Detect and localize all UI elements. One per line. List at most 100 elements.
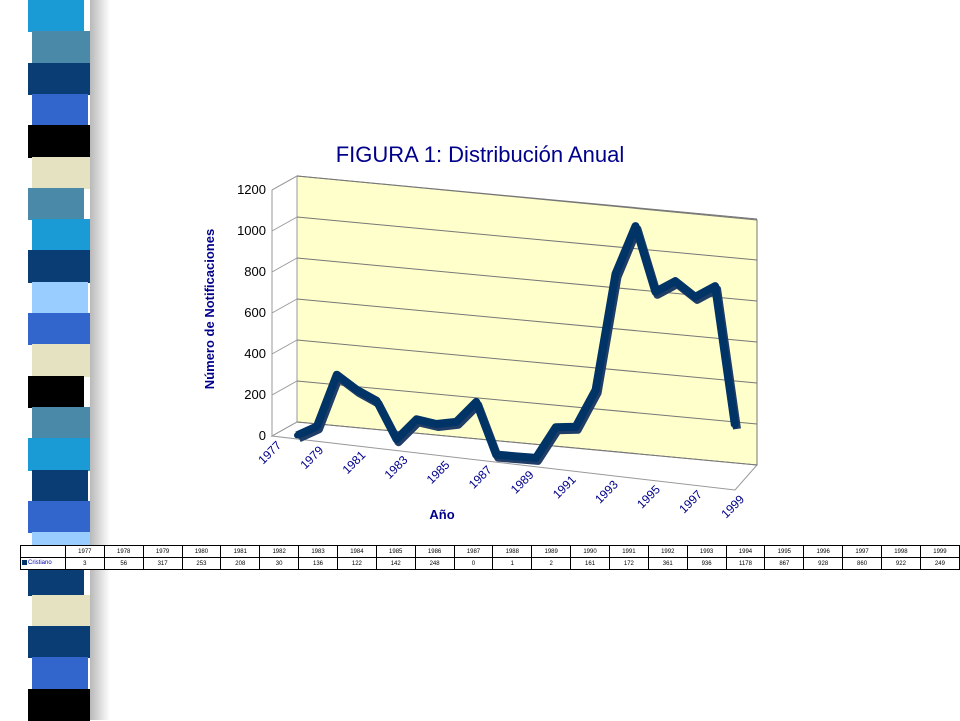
data-table-year: 1982 — [259, 545, 300, 558]
data-point — [632, 223, 639, 230]
data-table-value: 1 — [492, 557, 533, 570]
side-gridline — [271, 298, 298, 314]
data-point — [712, 283, 719, 290]
side-gridline — [271, 339, 298, 355]
data-table-corner — [20, 545, 66, 558]
data-point — [612, 270, 619, 277]
chart-title: FIGURA 1: Distribución Anual — [336, 142, 625, 167]
y-tick-label: 800 — [244, 264, 266, 279]
data-table-year: 1998 — [880, 545, 921, 558]
data-table-year: 1989 — [531, 545, 572, 558]
y-axis-label: Número de Notificaciones — [202, 229, 217, 389]
strip-block — [32, 281, 88, 315]
data-table-value: 253 — [181, 557, 222, 570]
data-table-year: 1993 — [686, 545, 727, 558]
data-table-value: 928 — [803, 557, 844, 570]
side-gridline — [271, 216, 298, 232]
side-gridline — [271, 421, 298, 437]
data-point — [353, 386, 360, 393]
x-axis-label: Año — [429, 507, 454, 522]
x-tick-label: 1987 — [466, 462, 495, 491]
data-table-year: 1986 — [414, 545, 455, 558]
y-tick-label: 400 — [244, 346, 266, 361]
side-gridline — [271, 175, 298, 191]
strip-block — [32, 219, 94, 252]
x-tick-label: 1979 — [297, 443, 326, 472]
data-table-value: 248 — [414, 557, 455, 570]
data-table-value: 161 — [570, 557, 610, 570]
data-table-year: 1983 — [298, 545, 338, 558]
data-table-value: 30 — [259, 557, 300, 570]
data-table-value: 142 — [375, 557, 416, 570]
gridline — [296, 421, 758, 466]
data-point — [552, 424, 559, 431]
data-point — [313, 423, 320, 430]
strip-block — [28, 313, 90, 346]
strip-block — [28, 438, 96, 471]
data-table-year: 1994 — [725, 545, 766, 558]
data-point — [652, 288, 659, 295]
data-table-year: 1992 — [647, 545, 688, 558]
data-table-value: 136 — [298, 557, 338, 570]
data-table-value: 361 — [647, 557, 688, 570]
data-table-year: 1997 — [842, 545, 882, 558]
strip-block — [28, 626, 96, 659]
data-table-year: 1981 — [220, 545, 261, 558]
data-table-value: 208 — [220, 557, 261, 570]
legend-key-icon — [22, 560, 27, 566]
strip-block — [32, 344, 100, 377]
data-table-value: 317 — [142, 557, 183, 570]
gridline — [296, 257, 758, 302]
data-table-year: 1991 — [608, 545, 649, 558]
strip-block — [32, 31, 94, 64]
data-table-year: 1990 — [570, 545, 610, 558]
y-tick-label: 1200 — [237, 182, 266, 197]
data-point — [393, 436, 400, 443]
data-table-value-row: Cristiano 3 56 317 253 208 30 136 122 142 248 0 1 2 16… — [20, 557, 960, 570]
data-table-value: 2 — [531, 557, 572, 570]
data-table-year: 1978 — [103, 545, 144, 558]
data-table-header-row: 1977 1978 1979 1980 1981 1982 1983 1984 1985 1986… — [20, 545, 960, 558]
x-tick-label: 1981 — [340, 448, 369, 477]
data-table-value: 56 — [103, 557, 144, 570]
data-table-value: 860 — [842, 557, 882, 570]
data-table-year: 1977 — [64, 545, 105, 558]
strip-block — [28, 125, 90, 158]
data-table-series-name: Cristiano — [20, 557, 66, 570]
data-table-year: 1980 — [181, 545, 222, 558]
strip-block — [28, 187, 84, 221]
data-table-value: 922 — [880, 557, 921, 570]
data-table-year: 1999 — [919, 545, 960, 558]
data-point — [692, 293, 699, 300]
data-point — [294, 432, 300, 439]
data-point — [532, 454, 539, 461]
gridline — [296, 298, 758, 343]
data-table-value: 0 — [453, 557, 494, 570]
data-table-year: 1985 — [375, 545, 416, 558]
x-tick-label: 1997 — [676, 487, 705, 516]
data-point — [413, 416, 420, 423]
data-point — [473, 398, 480, 405]
x-tick-label: 1991 — [550, 472, 579, 501]
gridline — [296, 216, 758, 261]
series-line — [294, 222, 741, 465]
data-point — [493, 451, 500, 458]
data-table-year: 1984 — [336, 545, 377, 558]
data-table-year: 1995 — [764, 545, 805, 558]
x-tick-label: 1983 — [382, 453, 411, 482]
data-table-year: 1979 — [142, 545, 183, 558]
y-tick-label: 600 — [244, 305, 266, 320]
data-point — [373, 397, 380, 404]
y-tick-label: 200 — [244, 387, 266, 402]
data-point — [433, 421, 440, 427]
x-tick-label: 1995 — [634, 482, 663, 511]
x-tick-label: 1985 — [424, 458, 453, 487]
gridlines — [271, 175, 758, 466]
data-table-year: 1988 — [492, 545, 533, 558]
strip-block — [32, 406, 94, 440]
data-table-value: 249 — [919, 557, 960, 570]
strip-block — [32, 657, 88, 690]
decorative-sidebar-strip — [0, 0, 110, 721]
strip-block — [28, 62, 96, 95]
data-table-value: 172 — [608, 557, 649, 570]
